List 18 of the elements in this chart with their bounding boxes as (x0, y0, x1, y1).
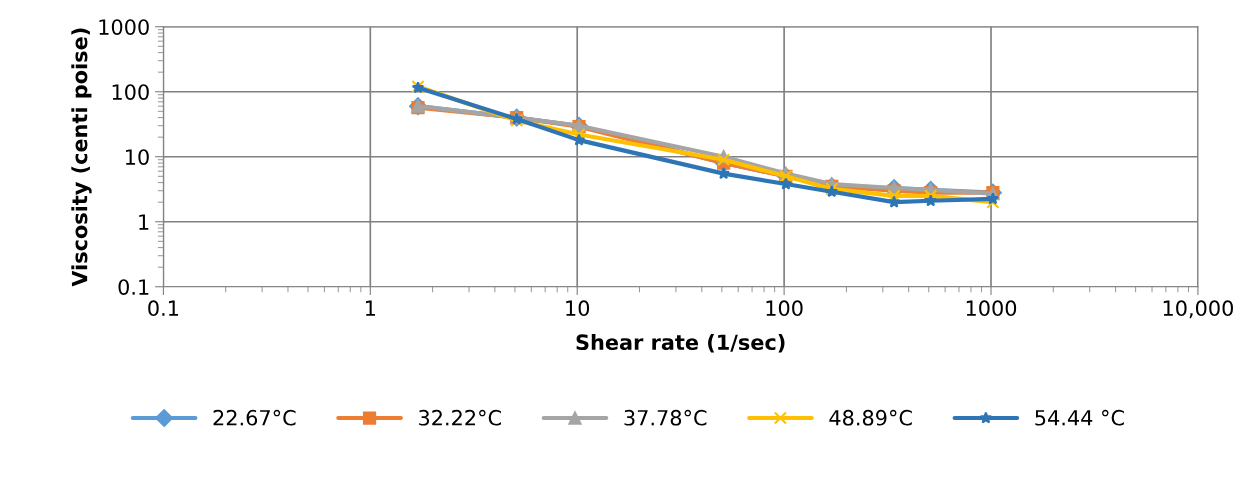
legend-label: 37.78°C (624, 409, 707, 426)
legend-label: 48.89°C (829, 409, 912, 426)
y-axis-title: Viscosity (centi poise) (71, 28, 92, 287)
x-tick-label: 1 (365, 300, 376, 316)
x-tick-label: 100 (766, 300, 803, 317)
y-tick-label: 0.1 (118, 279, 149, 295)
x-axis-title: Shear rate (1/sec) (576, 333, 785, 353)
y-tick-label: 1 (139, 214, 149, 230)
x-tick-label: 1000 (966, 300, 1017, 317)
x-tick-label: 10 (566, 300, 590, 317)
y-tick-label: 100 (112, 84, 149, 100)
legend-label: 22.67°C (213, 409, 296, 426)
legend-label: 32.22°C (419, 409, 501, 426)
y-tick-label: 10 (125, 149, 149, 165)
legend-label: 54.44 °C (1035, 409, 1124, 426)
x-tick-label: 10,000 (1163, 300, 1233, 319)
y-tick-label: 1000 (99, 19, 149, 35)
x-tick-label: 0.1 (148, 300, 179, 317)
